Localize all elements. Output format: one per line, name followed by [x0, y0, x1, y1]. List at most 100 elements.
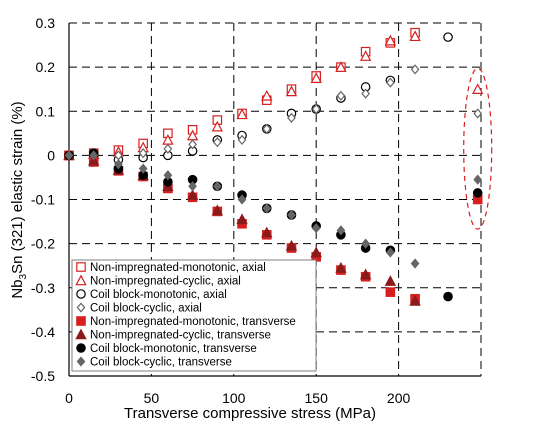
data-point [409, 295, 421, 306]
highlight-ellipse [463, 67, 493, 230]
y-tick-label: -0.4 [31, 324, 55, 340]
y-tick-label: -0.2 [31, 236, 55, 252]
data-point [64, 150, 74, 161]
data-point [163, 143, 173, 154]
y-tick-labels: 0.3 0.2 0.1 0 -0.1 -0.2 -0.3 -0.4 -0.5 [31, 15, 55, 384]
data-point [311, 103, 321, 115]
legend-marker [76, 262, 86, 272]
y-tick-label: -0.1 [31, 192, 55, 208]
legend-marker [75, 274, 87, 286]
y-axis-title-subscript: 3 [18, 273, 29, 279]
data-point [410, 258, 420, 269]
legend-item: Coil block-cyclic, axial [76, 302, 202, 315]
legend-marker [76, 302, 86, 313]
data-point [236, 108, 248, 120]
data-point [384, 275, 397, 286]
y-tick-label: 0.3 [36, 15, 56, 31]
data-point [472, 188, 483, 198]
data-point [237, 194, 247, 205]
legend-marker [76, 289, 86, 299]
legend-box [71, 259, 317, 372]
data-point [311, 223, 321, 234]
data-point [410, 64, 420, 75]
data-point [473, 174, 483, 185]
axes [68, 23, 481, 377]
legend: Non-impregnated-monotonic, axial Non-impr… [71, 259, 317, 372]
legend-marker [75, 328, 87, 340]
y-axis-title-part-1: Nb [9, 279, 26, 298]
data-point [188, 181, 197, 192]
data-point [335, 261, 347, 273]
legend-item: Non-impregnated-monotonic, transverse [76, 316, 296, 328]
data-point [236, 213, 248, 225]
series-8 [64, 150, 483, 269]
data-point [287, 209, 296, 221]
data-point [409, 30, 421, 42]
data-point [443, 32, 453, 42]
legend-item: Non-impregnated-cyclic, transverse [75, 328, 271, 342]
x-tick-label: 100 [222, 390, 246, 406]
data-point [359, 268, 372, 280]
data-point [138, 163, 148, 174]
data-point [443, 291, 453, 302]
data-point [163, 170, 173, 181]
y-tick-label: 0.1 [36, 103, 56, 119]
y-tick-label: -0.5 [31, 368, 55, 384]
data-point [335, 61, 347, 72]
legend-item: Non-impregnated-cyclic, axial [75, 274, 241, 288]
data-point [361, 88, 370, 99]
data-point [89, 150, 99, 161]
legend-marker [76, 316, 86, 326]
data-point [262, 203, 272, 214]
data-point [287, 112, 296, 123]
data-point [473, 108, 483, 119]
x-tick-label: 150 [305, 390, 329, 406]
data-point [285, 85, 298, 97]
data-point [114, 159, 123, 170]
legend-marker [76, 356, 86, 367]
data-point [285, 239, 298, 251]
legend-item: Coil block-cyclic, transverse [76, 356, 232, 369]
data-point [386, 77, 395, 88]
data-point [385, 287, 396, 297]
data-point [310, 72, 322, 83]
legend-label: Non-impregnated-cyclic, axial [90, 276, 241, 288]
legend-item: Non-impregnated-monotonic, axial [76, 262, 266, 274]
data-point [336, 90, 346, 101]
data-point [261, 89, 273, 101]
data-point [211, 120, 224, 132]
y-tick-label: 0.2 [36, 59, 56, 75]
legend-items: Non-impregnated-monotonic, axial Non-impr… [75, 262, 296, 369]
legend-label: Coil block-cyclic, transverse [90, 357, 232, 369]
x-tick-labels: 0 50 100 150 200 [65, 390, 410, 406]
annotation [463, 67, 493, 230]
data-point [384, 34, 397, 46]
data-point [138, 148, 148, 159]
data-point [472, 83, 484, 94]
y-axis-title-part-2: Sn (321) elastic strain (%) [9, 101, 26, 274]
data-point [310, 246, 322, 258]
data-point [186, 189, 199, 200]
data-point [262, 123, 272, 135]
data-point [359, 50, 372, 61]
data-point [188, 139, 197, 150]
x-tick-label: 50 [144, 390, 160, 406]
data-point [386, 247, 395, 258]
data-point [336, 225, 346, 236]
y-axis-title: Nb3Sn (321) elastic strain (%) [9, 101, 29, 298]
legend-label: Non-impregnated-cyclic, transverse [90, 330, 271, 342]
y-tick-label: -0.3 [31, 280, 55, 296]
legend-label: Coil block-cyclic, axial [90, 303, 202, 315]
x-axis-title: Transverse compressive stress (MPa) [124, 405, 376, 422]
data-point [361, 238, 370, 249]
data-point [212, 181, 222, 192]
y-tick-label: 0 [47, 147, 55, 163]
legend-label: Coil block-monotonic, transverse [90, 343, 257, 355]
legend-label: Non-impregnated-monotonic, transverse [90, 316, 296, 328]
data-point [212, 137, 222, 148]
data-point [211, 204, 224, 216]
x-tick-label: 0 [65, 390, 73, 406]
legend-label: Non-impregnated-monotonic, axial [90, 262, 266, 274]
legend-marker [76, 343, 86, 353]
data-points [63, 27, 484, 306]
